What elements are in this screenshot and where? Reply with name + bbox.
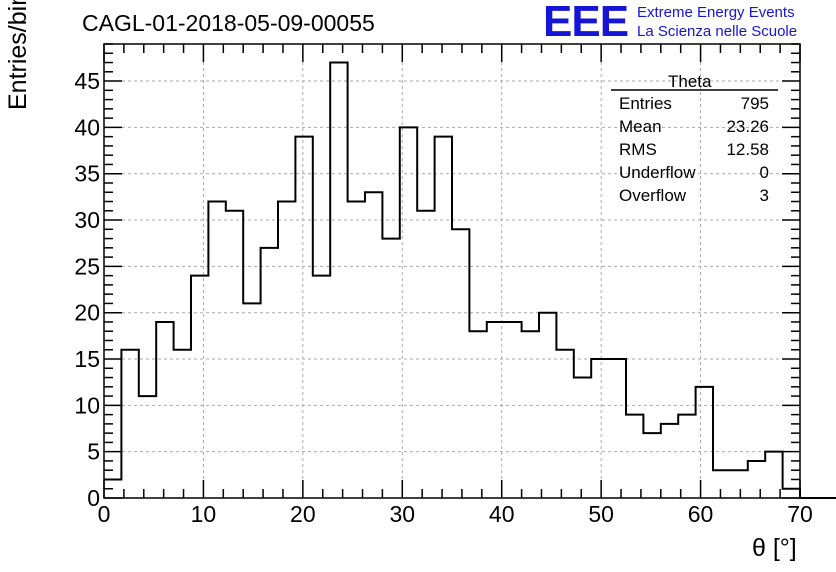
x-axis-label: θ [°] — [752, 534, 797, 562]
histogram-bin — [121, 350, 138, 498]
histogram-bin — [783, 489, 800, 498]
logo-line-1: Extreme Energy Events — [637, 4, 795, 21]
histogram-bin — [730, 470, 747, 498]
stats-value: 795 — [740, 94, 769, 113]
stats-value: 12.58 — [726, 140, 769, 159]
y-tick-label: 15 — [74, 346, 100, 372]
stats-row-underflow: Underflow 0 — [619, 163, 769, 183]
stats-label: Overflow — [619, 186, 687, 205]
histogram-bin — [487, 322, 504, 498]
x-tick-label: 20 — [290, 501, 316, 527]
histogram-bin — [748, 461, 765, 498]
histogram-bin — [348, 202, 365, 498]
stats-value: 0 — [759, 163, 769, 182]
histogram-bin — [452, 229, 469, 498]
histogram-bin — [609, 359, 626, 498]
logo-line-2: La Scienza nelle Scuole — [637, 23, 798, 40]
histogram-bin — [365, 192, 382, 498]
x-tick-label: 0 — [98, 501, 111, 527]
histogram-bin — [330, 63, 347, 498]
histogram-bin — [591, 359, 608, 498]
histogram-bin — [469, 331, 486, 498]
histogram-bin — [556, 350, 573, 498]
stats-label: Entries — [619, 94, 672, 113]
y-tick-label: 40 — [74, 114, 100, 140]
histogram-bin — [643, 433, 660, 498]
histogram-bin — [713, 470, 730, 498]
histogram-bin — [400, 127, 417, 498]
histogram-bin — [574, 378, 591, 498]
histogram-bin — [295, 137, 312, 498]
histogram-bin — [678, 415, 695, 498]
stats-row-rms: RMS 12.58 — [619, 140, 769, 160]
histogram-bin — [278, 202, 295, 498]
y-tick-label: 30 — [74, 207, 100, 233]
stats-value: 3 — [759, 186, 769, 205]
histogram-bin — [191, 276, 208, 498]
histogram-bin — [139, 396, 156, 498]
x-tick-label: 40 — [489, 501, 515, 527]
histogram-bin — [243, 303, 260, 498]
y-tick-label: 25 — [74, 253, 100, 279]
histogram-bin — [208, 202, 225, 498]
y-tick-label: 20 — [74, 300, 100, 326]
histogram-bin — [417, 211, 434, 498]
stats-label: Underflow — [619, 163, 696, 182]
stats-value: 23.26 — [726, 117, 769, 136]
histogram-bin — [504, 322, 521, 498]
histogram-bin — [696, 387, 713, 498]
histogram-bin — [226, 211, 243, 498]
grid-lines — [104, 44, 800, 498]
y-tick-label: 35 — [74, 161, 100, 187]
plot-frame — [103, 43, 801, 499]
histogram-outline — [104, 61, 836, 499]
histogram-bin — [382, 239, 399, 498]
x-tick-label: 30 — [389, 501, 415, 527]
x-tick-label: 60 — [688, 501, 714, 527]
axis-ticks — [103, 43, 801, 499]
histogram-bin — [522, 331, 539, 498]
chart-title: CAGL-01-2018-05-09-00055 — [82, 10, 375, 36]
histogram-series — [104, 61, 836, 499]
y-tick-label: 5 — [87, 439, 100, 465]
histogram-bin — [539, 313, 556, 498]
histogram-bin — [313, 276, 330, 498]
stats-row-mean: Mean 23.26 — [619, 117, 769, 137]
x-tick-label: 50 — [588, 501, 614, 527]
histogram-bin — [156, 322, 173, 498]
stats-label: Mean — [619, 117, 662, 136]
logo-caption: Extreme Energy Events La Scienza nelle S… — [637, 3, 797, 41]
histogram-bin — [626, 415, 643, 498]
stats-row-overflow: Overflow 3 — [619, 186, 769, 206]
histogram-bin — [174, 350, 191, 498]
histogram-bin — [261, 248, 278, 498]
stats-label: RMS — [619, 140, 657, 159]
histogram-bin — [435, 137, 452, 498]
y-tick-label: 0 — [87, 485, 100, 511]
eee-logo: EEE — [543, 0, 629, 46]
x-tick-label: 70 — [787, 501, 813, 527]
y-tick-label: 45 — [74, 68, 100, 94]
y-tick-label: 10 — [74, 392, 100, 418]
x-tick-label: 10 — [191, 501, 217, 527]
y-axis-label: Entries/bin — [4, 0, 32, 110]
histogram-bin — [661, 424, 678, 498]
stats-row-entries: Entries 795 — [619, 94, 769, 114]
stats-box-title: Theta — [668, 72, 712, 91]
